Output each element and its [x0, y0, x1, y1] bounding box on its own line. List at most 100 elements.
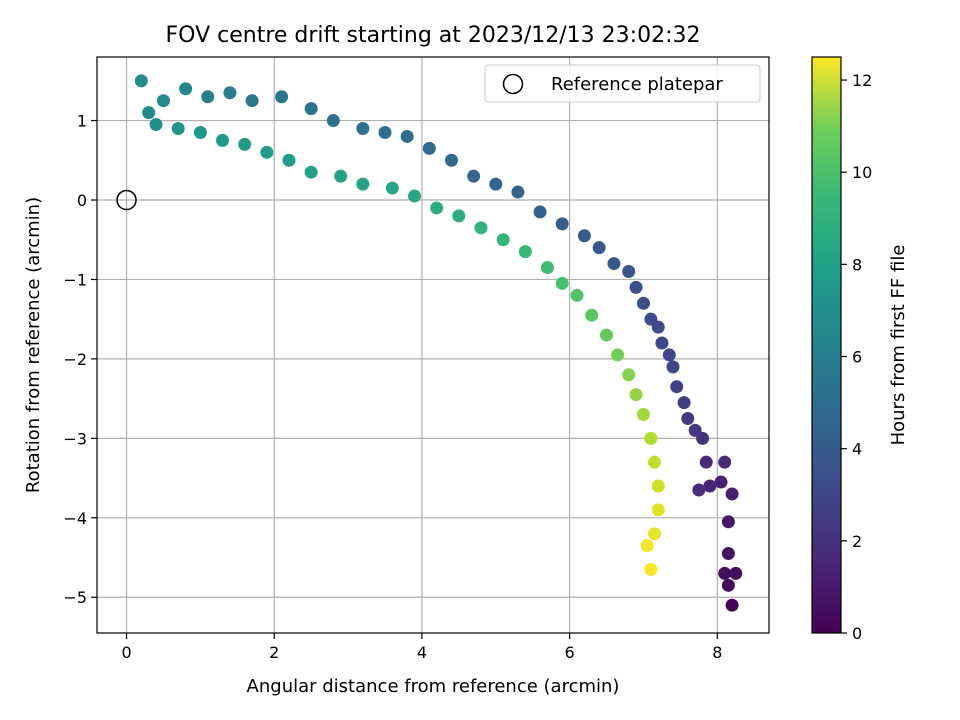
- data-point: [385, 181, 399, 195]
- plot-frame: [96, 56, 770, 634]
- data-point: [555, 276, 569, 290]
- x-tick-label: 0: [121, 643, 131, 662]
- colorbar-tick-label: 4: [852, 440, 862, 459]
- data-point: [134, 74, 148, 88]
- grid-lines: [97, 57, 769, 633]
- data-point: [511, 185, 525, 199]
- x-tick-label: 4: [417, 643, 427, 662]
- y-tick-label: −2: [63, 350, 87, 369]
- data-point: [193, 125, 207, 139]
- legend: Reference platepar: [484, 64, 761, 103]
- data-point: [607, 257, 621, 271]
- data-point: [334, 169, 348, 183]
- data-point: [648, 527, 662, 541]
- data-point: [171, 122, 185, 136]
- data-point: [688, 423, 702, 437]
- data-point: [400, 129, 414, 143]
- data-point: [636, 408, 650, 422]
- y-tick-label: 0: [77, 191, 87, 210]
- data-point: [629, 388, 643, 402]
- data-point: [238, 137, 252, 151]
- colorbar-tick-label: 8: [852, 255, 862, 274]
- data-point: [326, 114, 340, 128]
- data-point: [179, 82, 193, 96]
- x-axis-label: Angular distance from reference (arcmin): [247, 676, 620, 697]
- data-point: [692, 483, 706, 497]
- data-point: [600, 328, 614, 342]
- legend-entry-reference-platepar: Reference platepar: [551, 74, 723, 95]
- data-point: [540, 261, 554, 275]
- x-tick-label: 6: [565, 643, 575, 662]
- data-points: [134, 74, 743, 612]
- data-point: [452, 209, 466, 223]
- data-point: [729, 566, 743, 580]
- data-point: [356, 122, 370, 136]
- data-point: [662, 348, 676, 362]
- data-point: [356, 177, 370, 191]
- data-point: [570, 288, 584, 302]
- colorbar-tick-label: 2: [852, 532, 862, 551]
- data-point: [577, 229, 591, 243]
- data-point: [260, 145, 274, 159]
- colorbar-frame: [811, 56, 842, 634]
- data-point: [223, 86, 237, 100]
- y-tick-label: −5: [63, 588, 87, 607]
- data-point: [430, 201, 444, 215]
- data-point: [245, 94, 259, 108]
- data-point: [651, 479, 665, 493]
- y-tick-label: −1: [63, 270, 87, 289]
- chart-title: FOV centre drift starting at 2023/12/13 …: [166, 23, 701, 48]
- data-point: [518, 245, 532, 259]
- y-axis-ticks: −5 −4 −3 −2 −1 0 1: [63, 112, 97, 607]
- y-tick-label: −4: [63, 509, 87, 528]
- x-tick-label: 8: [712, 643, 722, 662]
- data-point: [677, 396, 691, 410]
- colorbar-ticks: 0 2 4 6 8 10 12: [841, 71, 872, 643]
- data-point: [718, 566, 732, 580]
- data-point: [699, 455, 713, 469]
- legend-marker-icon: [502, 73, 524, 95]
- data-point: [721, 515, 735, 529]
- y-tick-label: −3: [63, 429, 87, 448]
- data-point: [644, 312, 658, 326]
- data-point: [636, 296, 650, 310]
- data-point: [201, 90, 215, 104]
- data-point: [666, 360, 680, 374]
- data-point: [275, 90, 289, 104]
- data-point: [474, 221, 488, 235]
- data-point: [282, 153, 296, 167]
- data-point: [670, 380, 684, 394]
- data-point: [156, 94, 170, 108]
- data-point: [304, 165, 318, 179]
- data-point: [533, 205, 547, 219]
- data-point: [721, 547, 735, 561]
- data-point: [703, 479, 717, 493]
- data-point: [651, 503, 665, 517]
- colorbar-tick-label: 0: [852, 624, 862, 643]
- data-point: [640, 539, 654, 553]
- colorbar-tick-label: 6: [852, 348, 862, 367]
- colorbar-tick-label: 10: [852, 163, 872, 182]
- data-point: [644, 431, 658, 445]
- colorbar-gradient: [812, 57, 841, 633]
- y-axis-label: Rotation from reference (arcmin): [23, 197, 44, 493]
- data-point: [622, 265, 636, 279]
- data-point: [681, 411, 695, 425]
- data-point: [216, 133, 230, 147]
- data-point: [408, 189, 422, 203]
- data-point: [714, 475, 728, 489]
- data-point: [622, 368, 636, 382]
- data-point: [725, 487, 739, 501]
- reference-platepar-marker: [116, 189, 137, 211]
- data-point: [489, 177, 503, 191]
- data-point: [142, 106, 156, 120]
- y-tick-label: 1: [77, 112, 87, 131]
- data-point: [496, 233, 510, 247]
- data-point: [718, 455, 732, 469]
- data-point: [644, 562, 658, 576]
- colorbar-tick-label: 12: [852, 71, 872, 90]
- data-point: [592, 241, 606, 255]
- data-point: [378, 125, 392, 139]
- data-point: [655, 336, 669, 350]
